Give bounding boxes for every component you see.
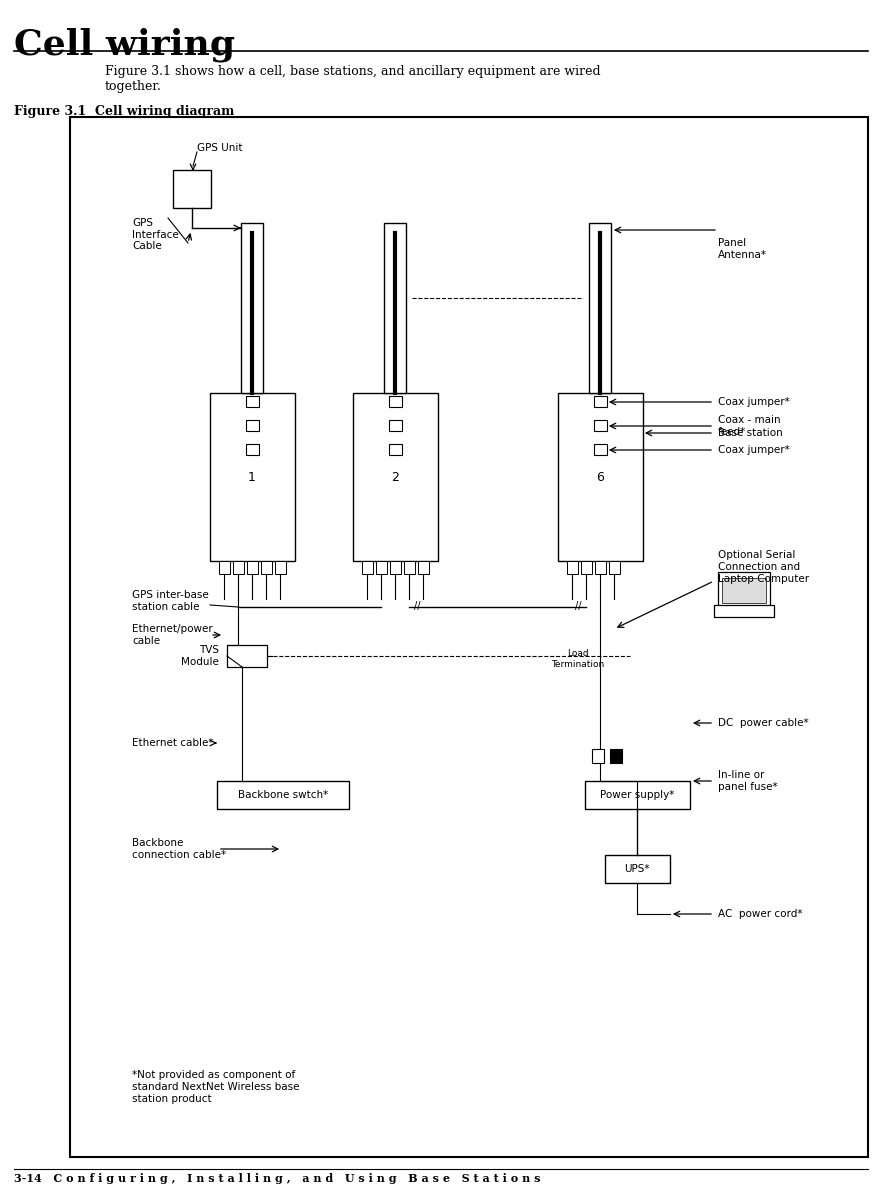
- Bar: [247, 561, 258, 574]
- Bar: [714, 605, 774, 617]
- Text: 3-14   C o n f i g u r i n g ,   I n s t a l l i n g ,   a n d   U s i n g   B a: 3-14 C o n f i g u r i n g , I n s t a l…: [14, 1173, 541, 1183]
- Bar: [390, 561, 401, 574]
- Text: Power supply*: Power supply*: [600, 790, 674, 800]
- Bar: [173, 170, 211, 207]
- Bar: [718, 572, 770, 607]
- Text: 2: 2: [391, 470, 399, 483]
- Text: Backbone
connection cable*: Backbone connection cable*: [132, 838, 226, 860]
- Text: 6: 6: [596, 470, 604, 483]
- Bar: [376, 561, 387, 574]
- Text: //: //: [575, 601, 581, 611]
- Bar: [595, 561, 606, 574]
- Bar: [594, 396, 607, 406]
- Bar: [389, 420, 402, 430]
- Bar: [592, 749, 604, 763]
- Bar: [418, 561, 429, 574]
- Text: Coax jumper*: Coax jumper*: [718, 445, 789, 454]
- Bar: [233, 561, 244, 574]
- Bar: [70, 118, 868, 1157]
- Text: Coax - main
feed*: Coax - main feed*: [718, 415, 781, 436]
- Bar: [275, 561, 286, 574]
- Text: Ethernet/power
cable: Ethernet/power cable: [132, 625, 213, 646]
- Text: AC  power cord*: AC power cord*: [718, 909, 803, 918]
- Bar: [219, 561, 230, 574]
- Text: Optional Serial
Connection and
Laptop Computer: Optional Serial Connection and Laptop Co…: [718, 550, 809, 584]
- Text: Backbone swtch*: Backbone swtch*: [238, 790, 328, 800]
- Bar: [389, 396, 402, 406]
- Bar: [594, 420, 607, 430]
- Text: GPS inter-base
station cable: GPS inter-base station cable: [132, 590, 209, 611]
- Bar: [558, 393, 643, 561]
- Bar: [246, 420, 259, 430]
- Text: Figure 3.1  Cell wiring diagram: Figure 3.1 Cell wiring diagram: [14, 106, 235, 118]
- Bar: [353, 393, 438, 561]
- Text: Panel
Antenna*: Panel Antenna*: [718, 237, 767, 260]
- Bar: [246, 396, 259, 406]
- Bar: [581, 561, 592, 574]
- Text: Coax jumper*: Coax jumper*: [718, 397, 789, 406]
- Bar: [404, 561, 415, 574]
- Bar: [567, 561, 578, 574]
- Text: Base station: Base station: [718, 428, 782, 438]
- Bar: [362, 561, 373, 574]
- Text: Ethernet cable*: Ethernet cable*: [132, 739, 213, 748]
- Text: *Not provided as component of
standard NextNet Wireless base
station product: *Not provided as component of standard N…: [132, 1071, 300, 1103]
- Bar: [609, 561, 620, 574]
- Bar: [605, 855, 670, 882]
- Text: 1: 1: [248, 470, 256, 483]
- Bar: [589, 223, 611, 393]
- Bar: [217, 781, 349, 809]
- Text: TVS
Module: TVS Module: [181, 645, 219, 667]
- Bar: [261, 561, 272, 574]
- Bar: [389, 444, 402, 454]
- Bar: [384, 223, 406, 393]
- Bar: [210, 393, 295, 561]
- Text: Load
Termination: Load Termination: [551, 650, 605, 669]
- Text: DC  power cable*: DC power cable*: [718, 718, 809, 728]
- Text: In-line or
panel fuse*: In-line or panel fuse*: [718, 770, 778, 791]
- Bar: [722, 578, 766, 603]
- Bar: [227, 645, 267, 667]
- Text: Cell wiring: Cell wiring: [14, 28, 235, 61]
- Bar: [594, 444, 607, 454]
- Text: Figure 3.1 shows how a cell, base stations, and ancillary equipment are wired
to: Figure 3.1 shows how a cell, base statio…: [105, 65, 601, 94]
- Bar: [246, 444, 259, 454]
- Text: GPS
Interface
Cable: GPS Interface Cable: [132, 218, 179, 252]
- Text: GPS Unit: GPS Unit: [197, 143, 243, 153]
- Bar: [610, 749, 622, 763]
- Bar: [585, 781, 690, 809]
- Text: //: //: [414, 601, 420, 611]
- Text: UPS*: UPS*: [624, 864, 650, 874]
- Bar: [241, 223, 263, 393]
